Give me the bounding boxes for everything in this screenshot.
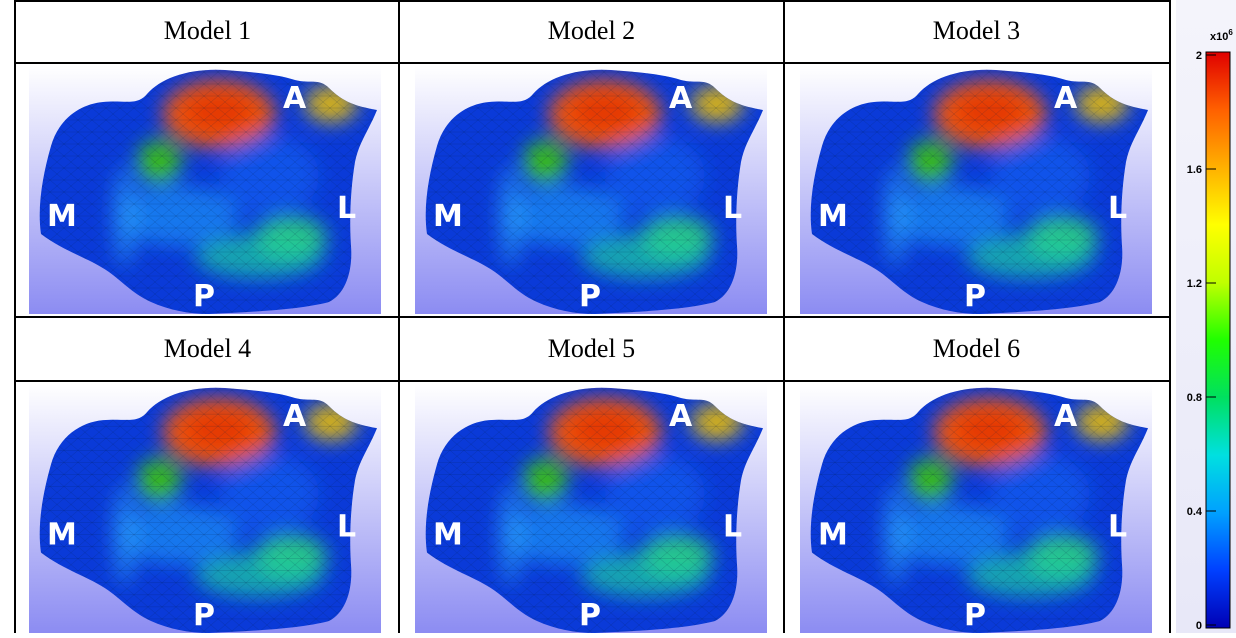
label-medial: M xyxy=(433,199,463,234)
colorbar-tick-label: 1.6 xyxy=(1187,164,1202,176)
label-anterior: A xyxy=(283,399,307,434)
panel-title-model-3: Model 3 xyxy=(932,16,1021,45)
label-anterior: A xyxy=(669,399,693,434)
colorbar-tick-label: 0.4 xyxy=(1187,506,1203,518)
grid-line-mid xyxy=(14,316,1171,318)
label-medial: M xyxy=(818,518,848,553)
label-lateral: L xyxy=(1108,191,1127,226)
label-lateral: L xyxy=(337,191,356,226)
label-posterior: P xyxy=(964,598,986,633)
label-anterior: A xyxy=(669,81,693,116)
panel-title-model-2: Model 2 xyxy=(547,16,636,45)
grid-line-header2 xyxy=(14,380,1171,382)
label-posterior: P xyxy=(193,598,215,633)
colorbar: x106 2 1.6 1.2 0.8 0.4 0 xyxy=(1176,0,1236,633)
pressure-map-model-2: A M L P xyxy=(415,66,767,314)
pressure-map-model-3: A M L P xyxy=(800,66,1152,314)
label-anterior: A xyxy=(1054,81,1078,116)
colorbar-tick-label: 0.8 xyxy=(1187,392,1202,404)
label-posterior: P xyxy=(193,279,215,314)
colorbar-tick-label: 0 xyxy=(1196,620,1202,632)
label-medial: M xyxy=(47,199,77,234)
label-posterior: P xyxy=(579,279,601,314)
label-posterior: P xyxy=(964,279,986,314)
colorbar-tick-label: 2 xyxy=(1196,50,1202,62)
label-lateral: L xyxy=(723,510,742,545)
pressure-map-model-6: A M L P xyxy=(800,384,1152,633)
label-lateral: L xyxy=(1108,510,1127,545)
label-medial: M xyxy=(818,199,848,234)
colorbar-gradient xyxy=(1205,51,1231,629)
grid-line-top xyxy=(14,0,1171,2)
label-lateral: L xyxy=(337,510,356,545)
colorbar-tick-label: 1.2 xyxy=(1187,278,1202,290)
label-medial: M xyxy=(47,518,77,553)
pressure-map-model-5: A M L P xyxy=(415,384,767,633)
panel-title-model-6: Model 6 xyxy=(932,334,1021,363)
label-lateral: L xyxy=(723,191,742,226)
label-anterior: A xyxy=(1054,399,1078,434)
label-anterior: A xyxy=(283,81,307,116)
label-posterior: P xyxy=(579,598,601,633)
pressure-map-model-4: A M L P xyxy=(29,384,381,633)
label-medial: M xyxy=(433,518,463,553)
pressure-map-model-1: A M L P xyxy=(29,66,381,314)
grid-line-header1 xyxy=(14,62,1171,64)
colorbar-exponent: x106 xyxy=(1210,28,1233,43)
panel-title-model-1: Model 1 xyxy=(163,16,252,45)
panel-title-model-4: Model 4 xyxy=(163,334,252,363)
panel-title-model-5: Model 5 xyxy=(547,334,636,363)
